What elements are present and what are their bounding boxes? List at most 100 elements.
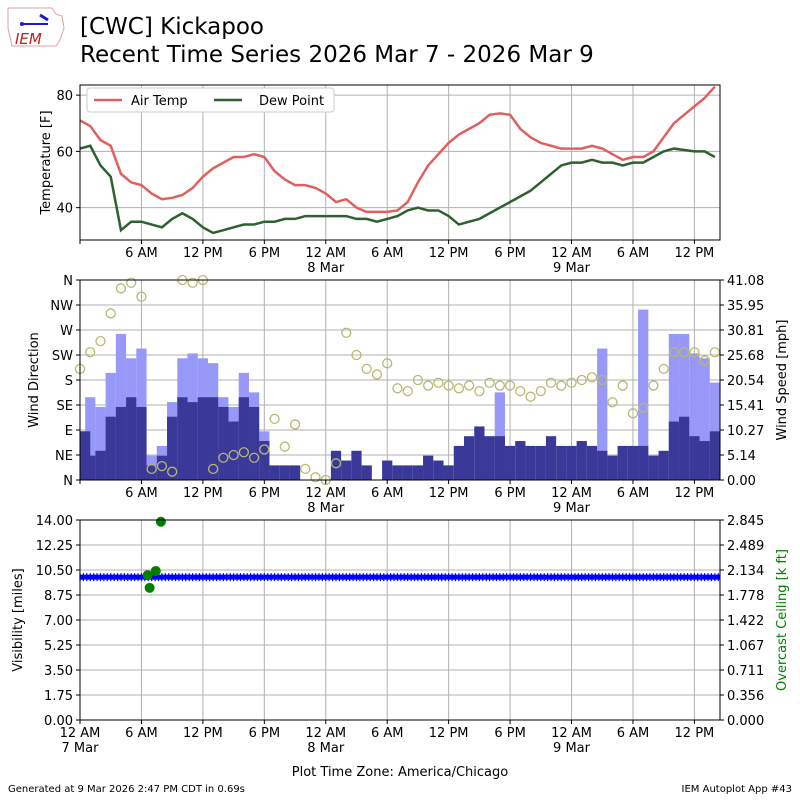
gust-bar	[95, 406, 106, 480]
x-tick-label: 6 AM	[371, 486, 404, 501]
speed-bar	[351, 450, 362, 480]
speed-bar	[218, 406, 229, 480]
speed-bar	[627, 445, 639, 480]
ceiling-tick-label: 0.711	[727, 664, 764, 679]
visibility-tick-label: 3.50	[44, 664, 73, 679]
wind-direction-point	[689, 347, 700, 358]
speed-bar	[167, 416, 178, 480]
speed-bar	[177, 397, 188, 480]
wind-speed-tick-label: 15.41	[727, 399, 764, 414]
wind-direction-point	[136, 291, 147, 302]
temp-axis-label: Temperature [F]	[39, 110, 54, 215]
x-tick-label: 12 PM	[429, 486, 469, 501]
x-tick-label: 6 PM	[494, 726, 525, 741]
temp-tick-label: 80	[56, 89, 73, 104]
speed-bar	[187, 402, 198, 480]
ceiling-tick-label: 1.778	[727, 589, 764, 604]
x-tick-date-label: 8 Mar	[307, 501, 345, 516]
wind-direction-point	[504, 380, 516, 391]
wind-direction-point	[412, 374, 424, 386]
wind-direction-point	[638, 402, 649, 413]
wind-direction-point	[423, 380, 434, 391]
wind-direction-point	[556, 380, 567, 391]
wind-direction-point	[259, 444, 270, 455]
x-tick-label: 12 PM	[183, 486, 223, 501]
wind-direction-point	[300, 463, 311, 475]
speed-bar	[484, 436, 495, 480]
speed-bar	[566, 445, 577, 480]
iem-logo: IEM	[7, 7, 65, 48]
x-tick-date-label: 7 Mar	[62, 741, 100, 756]
ceiling-tick-label: 2.489	[727, 539, 764, 554]
wind-direction-point	[167, 466, 178, 477]
wind-direction-point	[361, 363, 372, 375]
speed-bar	[80, 431, 91, 480]
wind-direction-point	[341, 327, 352, 338]
x-tick-label: 12 PM	[183, 246, 223, 261]
wind-direction-point	[207, 463, 219, 475]
wind-direction-point	[515, 385, 526, 397]
visibility-tick-label: 10.50	[36, 564, 73, 579]
station-title: [CWC] Kickapoo	[80, 14, 264, 40]
speed-bar	[494, 436, 505, 480]
wind-direction-point	[617, 380, 628, 391]
wind-direction-point	[228, 449, 239, 461]
wind-direction-point	[146, 463, 157, 475]
wind-direction-point	[351, 349, 362, 361]
wind-direction-tick-label: S	[65, 374, 73, 389]
chart-title: Recent Time Series 2026 Mar 7 - 2026 Mar…	[80, 42, 594, 68]
wind-speed-tick-label: 20.54	[727, 374, 764, 389]
logo-text: IEM	[15, 30, 42, 48]
wind-direction-point	[627, 408, 639, 419]
gust-bar	[689, 353, 700, 480]
wind-direction-tick-label: SE	[57, 399, 73, 414]
speed-bar	[136, 406, 147, 480]
wind-direction-point	[484, 377, 495, 388]
x-tick-label: 6 AM	[371, 726, 404, 741]
x-tick-label: 12 PM	[675, 486, 715, 501]
wind-direction-point	[535, 385, 546, 397]
wind-direction-axis-label: Wind Direction	[27, 332, 42, 428]
ceiling-axis-label: Overcast Ceiling [k ft]	[775, 549, 790, 691]
speed-bar	[443, 465, 454, 480]
wind-direction-point	[279, 441, 290, 452]
wind-direction-point	[371, 369, 383, 380]
wind-direction-point	[330, 458, 342, 469]
wind-direction-point	[453, 383, 465, 394]
x-tick-label: 6 AM	[617, 486, 650, 501]
x-tick-label: 12 PM	[429, 246, 469, 261]
x-tick-label: 12 AM	[551, 726, 592, 741]
wind-direction-point	[494, 380, 505, 391]
wind-direction-point	[668, 347, 680, 358]
dew-point-line	[79, 144, 716, 235]
gust-bar	[597, 348, 608, 480]
speed-bar	[668, 421, 680, 480]
x-tick-label: 12 AM	[60, 726, 101, 741]
x-tick-label: 12 PM	[675, 726, 715, 741]
speed-bar	[259, 441, 270, 480]
speed-bar	[638, 445, 649, 480]
wind-speed-tick-label: 41.08	[727, 274, 764, 289]
air-temp-line	[79, 85, 716, 214]
x-tick-label: 12 PM	[675, 246, 715, 261]
x-tick-label: 12 AM	[305, 486, 346, 501]
wind-direction-tick-label: E	[65, 424, 73, 439]
ceiling-tick-label: 0.356	[727, 689, 764, 704]
speed-bar	[412, 465, 424, 480]
speed-bar	[269, 465, 280, 480]
x-tick-label: 12 AM	[551, 246, 592, 261]
temp-tick-label: 40	[56, 202, 73, 217]
x-tick-label: 6 PM	[249, 726, 280, 741]
speed-bar	[238, 397, 249, 480]
x-axis-label: Plot Time Zone: America/Chicago	[292, 765, 508, 780]
speed-bar	[648, 455, 659, 480]
speed-bar	[341, 460, 352, 480]
ceiling-tick-label: 1.422	[727, 614, 764, 629]
speed-bar	[709, 431, 720, 480]
wind-direction-point	[289, 419, 301, 430]
speed-bar	[208, 397, 219, 480]
ceiling-tick-label: 2.134	[727, 564, 764, 579]
gust-bar	[115, 333, 127, 480]
visibility-tick-label: 12.25	[36, 539, 73, 554]
speed-bar	[525, 445, 536, 480]
